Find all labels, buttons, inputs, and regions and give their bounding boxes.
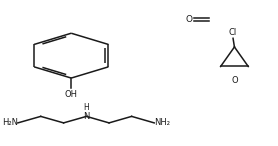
Text: NH₂: NH₂ (155, 118, 170, 127)
Text: N: N (83, 112, 90, 121)
Text: O: O (186, 15, 193, 24)
Text: O: O (231, 76, 238, 85)
Text: Cl: Cl (229, 28, 237, 37)
Text: H: H (84, 103, 89, 112)
Text: OH: OH (65, 90, 78, 99)
Text: H₂N: H₂N (2, 118, 18, 127)
